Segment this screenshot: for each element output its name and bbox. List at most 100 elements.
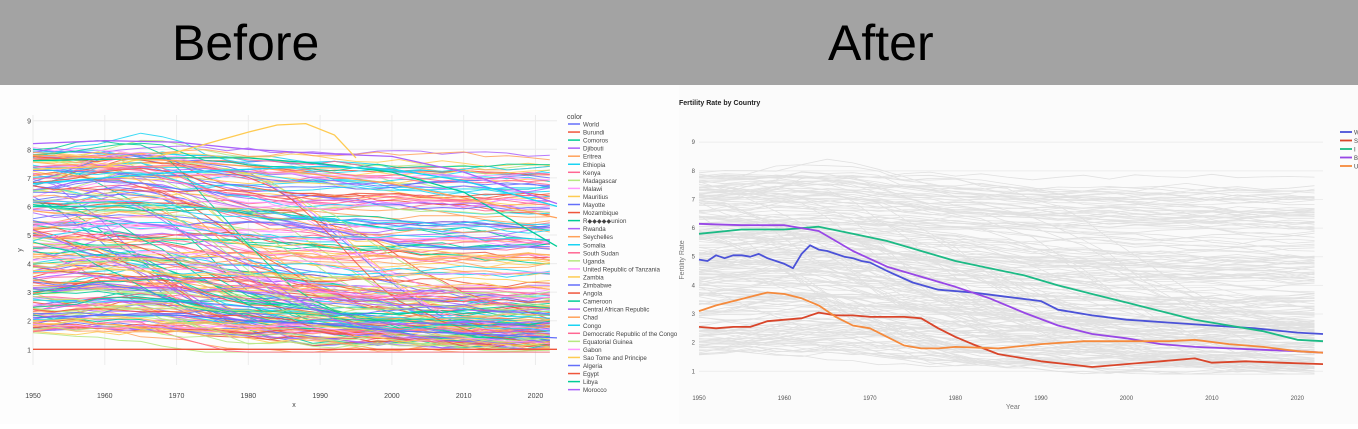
header-bar: Before After xyxy=(0,0,1358,85)
background-line xyxy=(698,276,1315,309)
legend-item[interactable]: Angola xyxy=(568,291,603,298)
legend-item[interactable]: United Republic of Tanzania xyxy=(568,266,660,273)
legend-item[interactable]: South Sudan xyxy=(568,250,619,257)
series-line xyxy=(32,200,550,234)
legend-item[interactable]: Mozambique xyxy=(568,210,619,217)
series-line xyxy=(32,253,550,265)
series-line xyxy=(32,212,550,345)
background-line xyxy=(698,173,1315,323)
y-tick-label: 1 xyxy=(27,347,31,354)
legend-item[interactable]: Central African Republic xyxy=(568,307,649,314)
series-line xyxy=(32,325,550,349)
legend-item[interactable]: U xyxy=(1340,165,1358,171)
legend-item[interactable]: Seychelles xyxy=(568,234,613,241)
legend-label: Mayotte xyxy=(583,202,606,209)
series-line-ethiopia xyxy=(32,165,558,208)
legend-label: Democratic Republic of the Congo xyxy=(583,331,678,338)
background-line xyxy=(698,178,1315,206)
legend-item[interactable]: Uganda xyxy=(568,258,605,265)
legend-label: Somalia xyxy=(583,242,606,249)
legend-item[interactable]: Madagascar xyxy=(568,178,617,185)
legend-item[interactable]: Zimbabwe xyxy=(568,283,612,290)
legend-item[interactable]: Comoros xyxy=(568,138,608,145)
series-line xyxy=(32,187,550,343)
x-tick-label: 1950 xyxy=(692,396,706,402)
series-line xyxy=(33,267,550,283)
after-chart-panel: Fertility Rate by Country 1950 1960 1970 198… xyxy=(679,85,1358,424)
series-line xyxy=(32,229,550,326)
series-line-eritrea xyxy=(32,154,558,219)
legend-label: W xyxy=(1354,131,1358,137)
legend-item[interactable]: Chad xyxy=(568,315,598,322)
legend-item[interactable]: Egypt xyxy=(568,371,599,378)
legend-item[interactable]: Eritrea xyxy=(568,154,602,161)
series-line xyxy=(32,307,550,350)
background-line xyxy=(698,292,1315,357)
series-line xyxy=(32,207,550,218)
x-tick-label: 1970 xyxy=(169,393,185,400)
legend-item[interactable]: Equatorial Guinea xyxy=(568,339,633,346)
legend-item[interactable]: Cameroon xyxy=(568,299,612,306)
y-tick-label: 9 xyxy=(27,119,31,126)
legend-item[interactable]: Somalia xyxy=(568,242,606,249)
x-tick-label: 1960 xyxy=(97,393,113,400)
legend-label: Mozambique xyxy=(583,210,619,217)
x-axis-title: Year xyxy=(1006,404,1021,411)
series-line xyxy=(32,172,550,206)
series-line-world xyxy=(32,314,558,339)
legend-label: Cameroon xyxy=(583,299,612,306)
legend-item[interactable]: Zambia xyxy=(568,274,604,281)
background-line xyxy=(698,266,1315,308)
legend-item[interactable]: Burundi xyxy=(568,130,604,137)
axes: 1950 1960 1970 1980 1990 2000 2010 2020 1 2 3 4 5 6 7 8… xyxy=(679,140,1305,411)
y-tick-label: 1 xyxy=(692,369,696,375)
legend-item[interactable]: Sao Tome and Principe xyxy=(568,355,647,362)
legend-item[interactable]: B xyxy=(1340,156,1358,162)
legend-label: I xyxy=(1354,148,1356,154)
legend-item[interactable]: R◆◆◆◆◆union xyxy=(568,218,627,225)
legend-item[interactable]: Djibouti xyxy=(568,146,604,153)
legend-item[interactable]: Mayotte xyxy=(568,202,606,209)
series-line xyxy=(32,167,550,199)
series-line xyxy=(32,252,550,291)
legend-label: South Sudan xyxy=(583,250,619,257)
legend-label: Angola xyxy=(583,291,603,298)
legend-item[interactable]: I xyxy=(1340,148,1356,154)
legend-item[interactable]: Malawi xyxy=(568,186,602,193)
legend-item[interactable]: Rwanda xyxy=(568,226,606,233)
background-line xyxy=(698,295,1315,369)
legend-item[interactable]: Algeria xyxy=(568,363,603,370)
legend-label: World xyxy=(583,122,600,129)
legend-item[interactable]: Kenya xyxy=(568,170,601,177)
legend-item[interactable]: Democratic Republic of the Congo xyxy=(568,331,678,338)
series-line-djibouti xyxy=(32,140,558,205)
y-tick-label: 8 xyxy=(27,147,31,154)
background-line xyxy=(698,180,1315,216)
background-line xyxy=(698,332,1315,372)
y-tick-label: 9 xyxy=(692,140,696,146)
legend-item[interactable]: W xyxy=(1340,131,1358,137)
y-axis-title: y xyxy=(17,248,24,252)
background-line xyxy=(698,229,1315,265)
legend-item[interactable]: S xyxy=(1340,139,1358,145)
series-line xyxy=(32,220,550,234)
y-tick-label: 2 xyxy=(692,341,696,347)
background-line xyxy=(698,289,1315,315)
legend-item[interactable]: Mauritius xyxy=(568,194,608,201)
legend-label: Seychelles xyxy=(583,234,613,241)
legend-item[interactable]: World xyxy=(568,122,600,129)
legend-label: Zimbabwe xyxy=(583,283,612,290)
legend-item[interactable]: Morocco xyxy=(568,387,607,394)
legend-label: Malawi xyxy=(583,186,602,193)
legend-item[interactable]: Libya xyxy=(568,379,598,386)
legend-item[interactable]: Congo xyxy=(568,323,602,330)
background-line xyxy=(698,236,1315,269)
series-line xyxy=(32,173,550,230)
series-line xyxy=(32,197,550,211)
axes: 1950 1960 1970 1980 1990 2000 2010 2020 1 2 3 4 5 6 7 8… xyxy=(17,119,543,409)
legend-item[interactable]: Ethiopia xyxy=(568,162,606,169)
chart-title: Fertility Rate by Country xyxy=(679,100,760,107)
y-tick-label: 6 xyxy=(27,204,31,211)
legend-item[interactable]: Gabon xyxy=(568,347,602,354)
